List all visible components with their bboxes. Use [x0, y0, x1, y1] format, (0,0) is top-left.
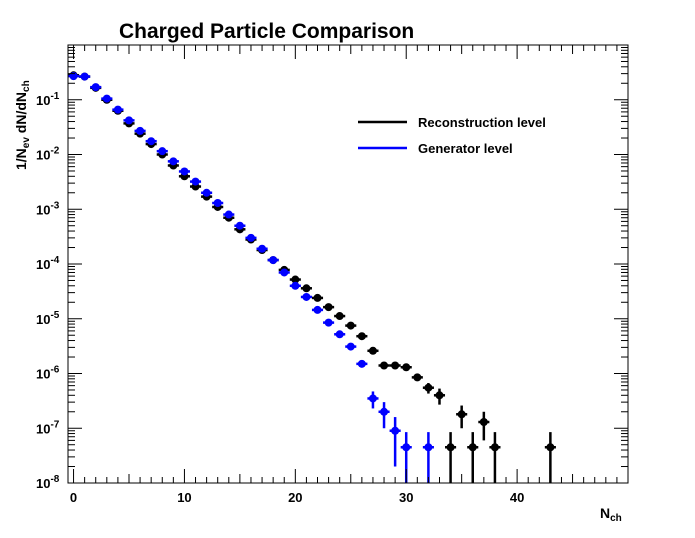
x-tick-label: 10	[177, 490, 191, 505]
series-generator	[68, 72, 434, 483]
data-point	[235, 221, 244, 230]
y-axis-label-sub1: ev	[21, 137, 32, 149]
data-point	[446, 443, 455, 452]
data-point	[357, 359, 366, 368]
y-tick-label: 10-6	[36, 365, 60, 382]
y-axis: 10-8 10-7 10-6 10-5 10-4 10-3 10-2 10-1	[36, 47, 628, 491]
data-point	[246, 233, 255, 242]
data-point	[346, 342, 355, 351]
data-point	[324, 303, 333, 312]
data-point	[357, 332, 366, 341]
legend-label-reconstruction: Reconstruction level	[418, 115, 546, 130]
y-axis-label: 1/Nev dN/dNch	[13, 80, 32, 170]
data-point	[224, 210, 233, 219]
x-tick-label: 20	[288, 490, 302, 505]
data-point	[368, 394, 377, 403]
data-point	[124, 116, 133, 125]
data-point	[302, 284, 311, 293]
data-point	[424, 383, 433, 392]
data-point	[380, 407, 389, 416]
data-point	[546, 443, 555, 452]
data-point	[391, 426, 400, 435]
data-point	[80, 72, 89, 81]
x-axis-label: Nch	[600, 505, 622, 524]
data-point	[402, 363, 411, 372]
y-tick-label: 10-8	[36, 474, 60, 491]
data-point	[113, 105, 122, 114]
data-point	[280, 268, 289, 277]
legend-label-generator: Generator level	[418, 141, 513, 156]
x-axis-label-sub: ch	[610, 513, 622, 524]
x-tick-label: 0	[70, 490, 77, 505]
data-point	[368, 346, 377, 355]
data-point	[479, 418, 488, 427]
y-tick-label: 10-1	[36, 91, 60, 108]
data-point	[313, 293, 322, 302]
data-point	[191, 177, 200, 186]
data-point	[335, 312, 344, 321]
data-point	[324, 318, 333, 327]
data-point	[180, 167, 189, 176]
data-point	[291, 275, 300, 284]
data-point	[413, 373, 422, 382]
y-axis-label-part1: 1/N	[13, 148, 29, 170]
x-axis: 0 10 20 30 40	[70, 45, 618, 505]
y-tick-label: 10-4	[36, 255, 60, 272]
data-point	[147, 137, 156, 146]
chart-title: Charged Particle Comparison	[119, 20, 414, 43]
x-tick-label: 40	[510, 490, 524, 505]
data-point	[269, 256, 278, 265]
data-point	[258, 244, 267, 253]
data-point	[391, 361, 400, 370]
plot-area	[68, 71, 556, 483]
data-point	[402, 443, 411, 452]
data-point	[102, 94, 111, 103]
data-point	[346, 321, 355, 330]
y-axis-label-sub2: ch	[21, 80, 32, 92]
y-tick-label: 10-7	[36, 419, 60, 436]
data-point	[435, 391, 444, 400]
y-tick-label: 10-3	[36, 200, 60, 217]
data-point	[169, 157, 178, 166]
data-point	[136, 126, 145, 135]
data-point	[202, 188, 211, 197]
x-axis-label-main: N	[600, 505, 610, 521]
data-point	[213, 199, 222, 208]
data-point	[158, 147, 167, 156]
data-point	[69, 72, 78, 81]
y-axis-label-part2: dN/dN	[13, 92, 29, 137]
data-point	[335, 330, 344, 339]
data-point	[291, 281, 300, 290]
data-point	[91, 83, 100, 92]
data-point	[468, 443, 477, 452]
data-point	[490, 443, 499, 452]
legend: Reconstruction level Generator level	[358, 115, 546, 156]
data-point	[380, 361, 389, 370]
data-point	[302, 292, 311, 301]
data-point	[313, 305, 322, 314]
y-tick-label: 10-5	[36, 310, 60, 327]
data-point	[424, 443, 433, 452]
x-tick-label: 30	[399, 490, 413, 505]
data-point	[457, 410, 466, 419]
y-tick-label: 10-2	[36, 146, 60, 163]
